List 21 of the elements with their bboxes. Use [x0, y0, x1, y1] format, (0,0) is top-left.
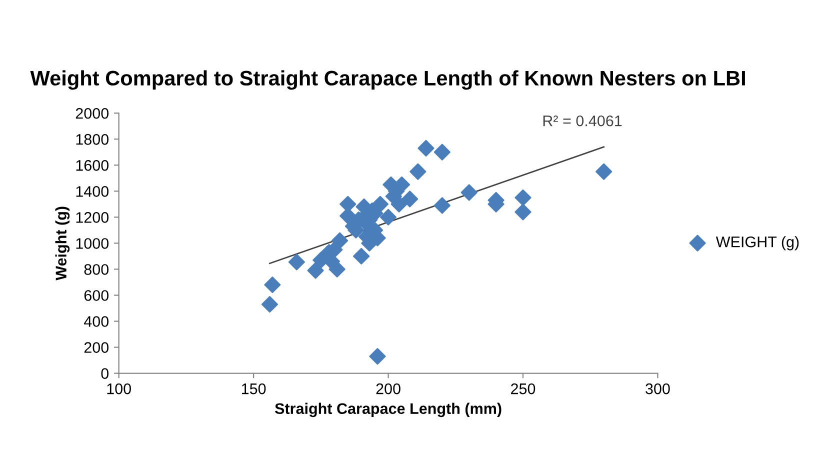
y-tick-label: 400: [84, 316, 109, 327]
y-tick-label: 600: [84, 290, 109, 301]
x-tick-label: 100: [107, 383, 131, 394]
x-tick-label: 200: [376, 383, 400, 394]
y-tick-label: 1800: [76, 134, 109, 145]
x-axis-title: Straight Carapace Length (mm): [274, 402, 502, 418]
y-tick-label: 200: [84, 342, 109, 353]
y-axis-title: Weight (g): [55, 206, 70, 280]
y-tick-label: 0: [101, 368, 109, 379]
x-tick-label: 150: [242, 383, 266, 394]
y-tick-label: 1400: [76, 186, 109, 197]
y-tick-label: 1600: [76, 160, 109, 171]
annotation: R² = 0.4061: [543, 115, 622, 126]
y-tick-label: 2000: [76, 108, 109, 119]
legend-label: WEIGHT (g): [716, 236, 799, 250]
y-tick-label: 800: [84, 264, 109, 275]
y-tick-label: 1200: [76, 212, 109, 223]
y-tick-label: 1000: [76, 238, 109, 249]
chart-title: Weight Compared to Straight Carapace Length of Known Nesters on LBI: [30, 70, 745, 90]
x-tick-label: 250: [511, 383, 536, 394]
x-tick-label: 300: [646, 383, 670, 394]
